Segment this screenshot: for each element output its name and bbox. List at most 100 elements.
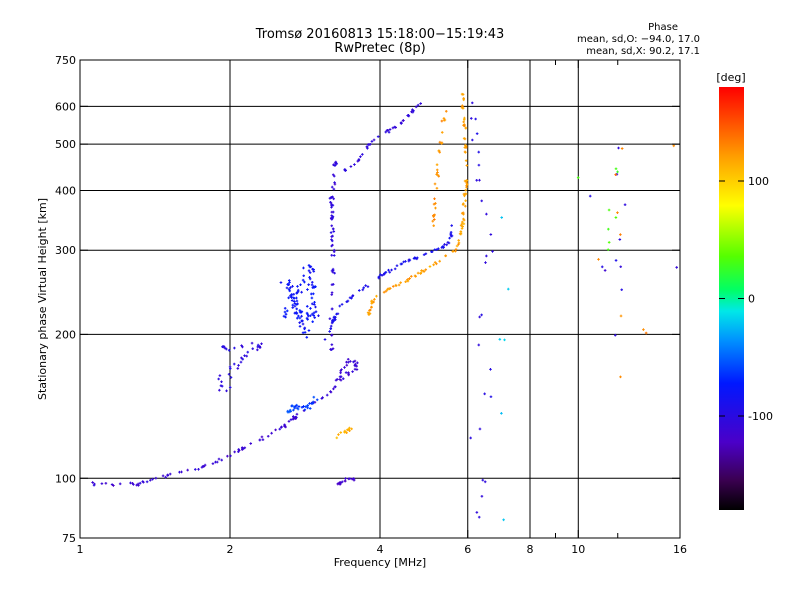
echo-point — [353, 364, 357, 368]
echo-point — [307, 283, 310, 286]
echo-point — [227, 349, 231, 352]
echo-point — [311, 267, 314, 271]
echo-point — [295, 412, 299, 416]
echo-point — [370, 302, 374, 305]
echo-point — [393, 267, 397, 271]
echo-point — [293, 300, 296, 303]
echo-point — [483, 480, 487, 484]
echo-point — [295, 303, 299, 306]
echo-point — [302, 405, 305, 408]
echo-point — [372, 138, 376, 142]
echo-point — [433, 182, 437, 186]
echo-point — [588, 194, 592, 198]
echo-point — [419, 102, 422, 105]
echo-point — [301, 278, 305, 282]
echo-point — [300, 314, 303, 318]
echo-point — [370, 140, 374, 143]
echo-point — [309, 265, 313, 268]
echo-point — [300, 290, 303, 294]
echo-point — [292, 297, 296, 300]
data-points — [91, 92, 678, 522]
echo-point — [218, 374, 222, 377]
echo-point — [240, 356, 243, 360]
echo-point — [352, 478, 356, 482]
echo-point — [282, 314, 286, 318]
echo-point — [291, 306, 295, 309]
echo-point — [302, 274, 306, 278]
x-axis-label: Frequency [MHz] — [334, 556, 426, 569]
echo-point — [388, 287, 391, 291]
echo-point — [399, 121, 403, 125]
echo-point — [312, 314, 316, 317]
echo-point — [344, 169, 347, 172]
echo-point — [435, 262, 438, 266]
colorbar-label: [deg] — [716, 71, 745, 84]
y-axis-label: Stationary phase Virtual Height [km] — [36, 198, 49, 400]
echo-point — [606, 248, 610, 251]
echo-point — [399, 281, 402, 284]
echo-point — [485, 254, 488, 258]
y-tick-label: 600 — [55, 100, 76, 113]
echo-point — [383, 271, 387, 275]
echo-point — [290, 296, 293, 299]
echo-point — [607, 241, 611, 244]
echo-point — [337, 433, 340, 436]
echo-point — [323, 338, 327, 341]
echo-point — [614, 167, 618, 171]
echo-point — [343, 430, 346, 434]
echo-point — [329, 201, 333, 205]
echo-point — [432, 215, 435, 218]
colorbar-tick-label: 0 — [748, 293, 755, 306]
echo-point — [221, 345, 225, 349]
echo-point — [295, 299, 299, 303]
echo-point — [332, 197, 335, 201]
echo-point — [506, 287, 510, 291]
echo-point — [261, 438, 265, 441]
echo-point — [332, 387, 335, 391]
echo-point — [463, 124, 466, 128]
echo-point — [464, 188, 468, 192]
echo-point — [421, 269, 425, 273]
echo-point — [91, 481, 94, 484]
echo-point — [353, 163, 356, 166]
echo-point — [576, 176, 580, 179]
grid-lines — [80, 60, 680, 538]
echo-point — [387, 268, 390, 272]
echo-point — [338, 378, 342, 381]
echo-point — [298, 309, 302, 312]
echo-point — [461, 225, 464, 228]
echo-point — [361, 153, 364, 156]
echo-point — [443, 243, 446, 246]
echo-point — [469, 436, 472, 440]
x-axis-ticks: 1 2 4 6 8 10 16 — [77, 60, 687, 556]
echo-point — [370, 305, 373, 309]
echo-point — [331, 234, 334, 238]
echo-point — [464, 151, 467, 154]
echo-point — [357, 158, 361, 161]
echo-point — [136, 482, 140, 486]
echo-point — [503, 338, 506, 342]
echo-point — [480, 199, 483, 203]
colorbar-tick-label: -100 — [748, 410, 773, 423]
echo-point — [376, 135, 380, 138]
echo-point — [233, 450, 236, 454]
echo-point — [331, 267, 335, 271]
x-tick-label: 10 — [571, 543, 585, 556]
echo-point — [330, 210, 334, 214]
echo-point — [619, 375, 622, 379]
echo-point — [443, 118, 447, 122]
echo-point — [329, 348, 332, 351]
echo-point — [345, 363, 349, 367]
echo-point — [289, 286, 292, 289]
echo-point — [600, 265, 604, 269]
echo-point — [303, 280, 306, 284]
echo-point — [458, 232, 462, 236]
echo-point — [623, 203, 627, 207]
echo-point — [498, 338, 502, 341]
echo-point — [619, 233, 622, 236]
echo-point — [329, 390, 332, 393]
echo-point — [164, 475, 167, 479]
echo-point — [449, 230, 453, 234]
echo-point — [616, 170, 619, 174]
